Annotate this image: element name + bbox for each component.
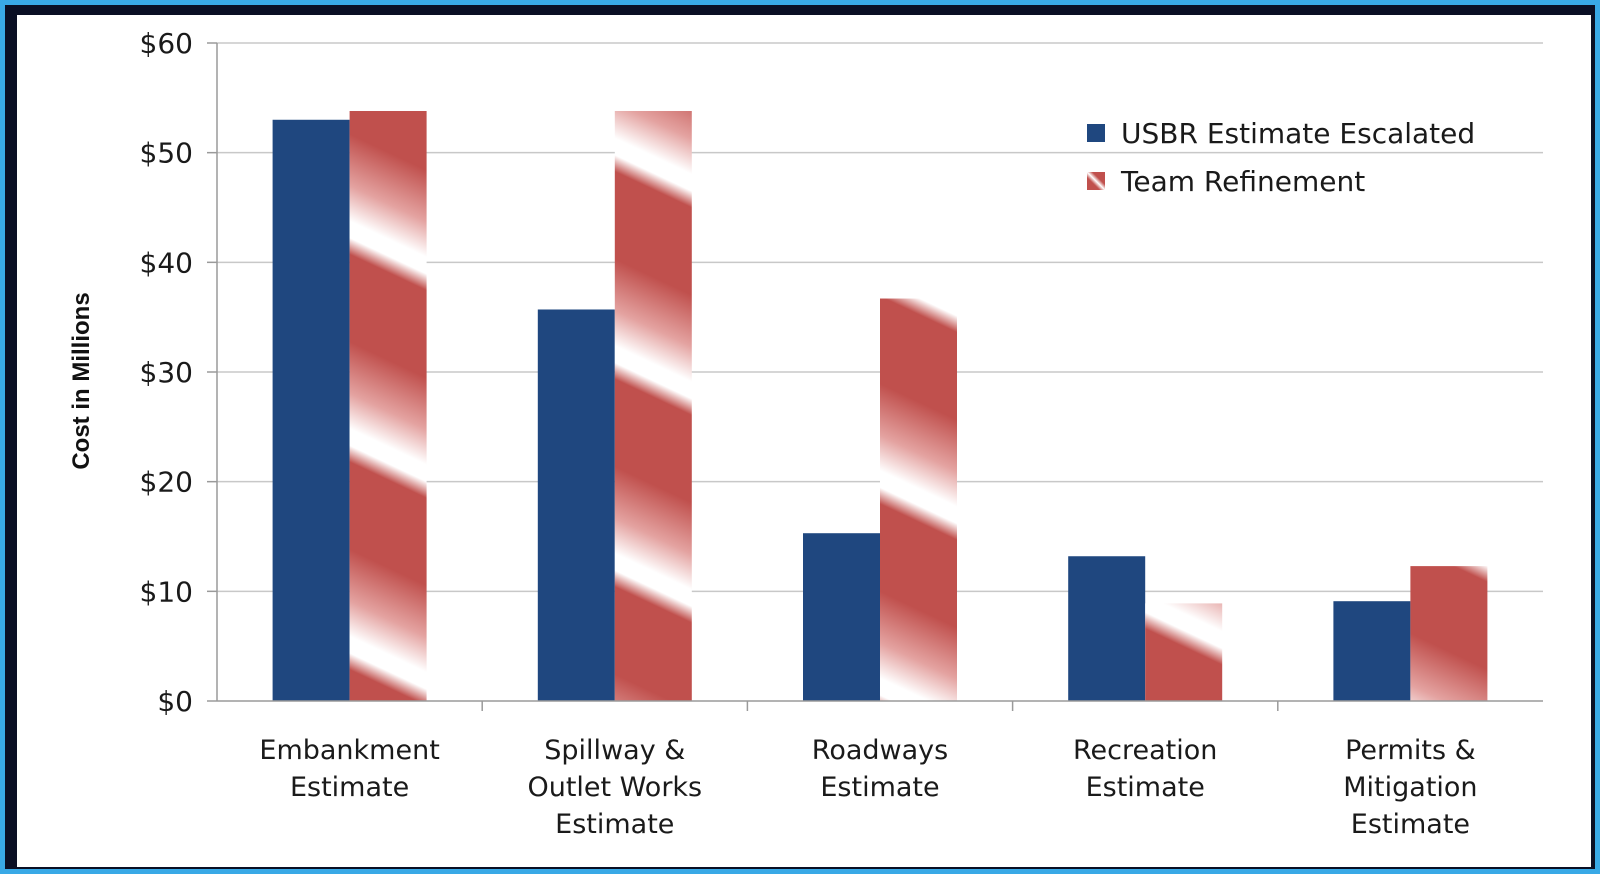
x-category-label: Outlet Works	[527, 772, 702, 803]
bar-chart: $0 $10 $20 $30 $40 $50 $60 Embankment Estimate Sp…	[68, 27, 1543, 840]
bar-usbr-2	[803, 533, 880, 701]
x-category-label: Recreation	[1073, 735, 1217, 766]
y-tick-label: $0	[157, 685, 193, 718]
chart-panel: $0 $10 $20 $30 $40 $50 $60 Embankment Estimate Sp…	[17, 15, 1591, 867]
legend-swatch-usbr	[1087, 124, 1105, 142]
x-category-label: Estimate	[290, 772, 409, 803]
x-category-label: Mitigation	[1343, 772, 1477, 803]
y-tick-label: $50	[140, 137, 193, 170]
bar-team-4	[1410, 566, 1488, 701]
x-category-label: Estimate	[1086, 772, 1205, 803]
y-tick-label: $30	[140, 356, 193, 389]
bar-team-0	[349, 110, 427, 701]
x-category-label: Spillway &	[544, 735, 685, 766]
x-category-label: Permits &	[1345, 735, 1476, 766]
y-tick-label: $10	[140, 575, 193, 608]
bar-team-2	[880, 298, 957, 701]
bar-usbr-4	[1333, 601, 1411, 701]
y-axis-title: Cost in Millions	[68, 292, 95, 469]
legend-swatch-team	[1087, 172, 1105, 190]
x-category-label: Roadways	[812, 735, 948, 766]
bar-usbr-3	[1068, 556, 1146, 701]
legend-label-usbr: USBR Estimate Escalated	[1121, 117, 1475, 150]
x-category-label: Estimate	[820, 772, 939, 803]
y-tick-label: $20	[140, 466, 193, 499]
y-tick-label: $40	[140, 246, 193, 279]
bar-usbr-0	[272, 119, 350, 702]
y-tick-label: $60	[140, 27, 193, 60]
x-category-label: Estimate	[1351, 809, 1470, 840]
bar-usbr-1	[537, 309, 615, 701]
bar-team-1	[614, 110, 692, 701]
legend-label-team: Team Refinement	[1120, 165, 1365, 198]
x-category-label: Estimate	[555, 809, 674, 840]
bar-team-3	[1145, 603, 1223, 701]
x-category-label: Embankment	[259, 735, 439, 766]
